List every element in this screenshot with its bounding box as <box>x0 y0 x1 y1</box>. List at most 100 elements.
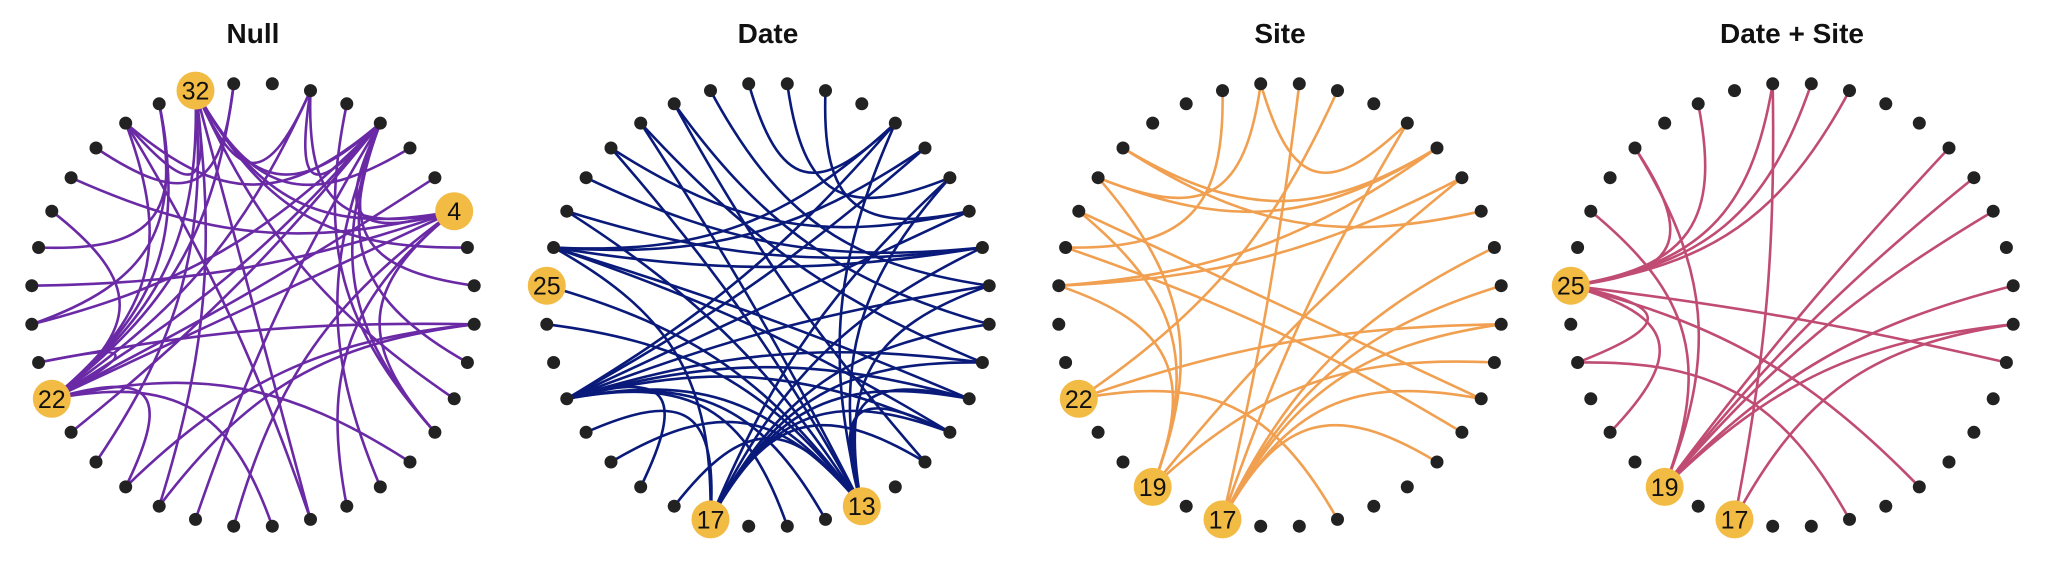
panel-null: Null 4 32 22 <box>25 18 481 533</box>
hub-node <box>435 192 474 231</box>
edge <box>1569 102 1707 287</box>
edge <box>1077 323 1503 401</box>
node <box>634 480 648 494</box>
edge <box>30 209 456 287</box>
edge <box>1057 176 1464 287</box>
edge <box>157 89 208 508</box>
edge <box>552 246 984 269</box>
node <box>1331 512 1344 526</box>
node <box>943 171 957 185</box>
node <box>467 317 481 331</box>
hub-node <box>1059 379 1098 418</box>
node <box>64 171 78 185</box>
hub-node <box>691 500 730 539</box>
node <box>1474 204 1488 218</box>
edge <box>1569 89 1851 287</box>
node <box>962 392 976 406</box>
node <box>1766 519 1780 533</box>
hub-node <box>842 487 881 526</box>
node <box>1179 97 1193 111</box>
edge <box>1589 209 1690 489</box>
hub-node <box>32 379 71 418</box>
edge <box>37 322 476 364</box>
node <box>1494 279 1508 293</box>
node <box>1367 97 1381 111</box>
edge <box>565 385 666 489</box>
edge <box>232 209 456 528</box>
edge <box>1221 323 1503 521</box>
node <box>1430 455 1444 469</box>
node <box>634 116 648 130</box>
edge <box>1096 176 1183 489</box>
panel-title-date-site: Date + Site <box>1720 18 1864 49</box>
edge <box>565 284 991 401</box>
edge <box>672 102 991 326</box>
edge <box>50 390 274 528</box>
node <box>1216 84 1229 98</box>
node <box>227 77 241 91</box>
node <box>1571 241 1585 254</box>
node <box>373 480 387 494</box>
node <box>304 84 317 98</box>
node <box>1331 84 1344 98</box>
node <box>25 279 39 293</box>
edge <box>1569 82 1774 287</box>
node <box>152 499 166 513</box>
node <box>982 279 996 293</box>
hub-node <box>1715 500 1754 539</box>
node <box>1967 171 1981 185</box>
node <box>1292 519 1306 533</box>
nodes-null: 4 32 22 <box>25 71 481 533</box>
edge <box>545 323 864 508</box>
hub-node <box>1133 467 1172 506</box>
edge <box>1569 284 2008 364</box>
edge <box>333 102 437 434</box>
panel-title-site: Site <box>1254 18 1305 49</box>
node <box>982 317 996 331</box>
edge <box>94 89 200 464</box>
node <box>1571 356 1585 369</box>
node <box>943 425 957 439</box>
hub-node <box>527 266 566 305</box>
hub-node <box>176 71 215 110</box>
node <box>340 97 354 111</box>
edge <box>1064 246 1464 434</box>
edge <box>1663 284 2015 489</box>
node <box>1254 77 1268 91</box>
node <box>460 241 474 254</box>
node <box>604 455 618 469</box>
node <box>1804 519 1818 533</box>
node <box>1292 77 1306 91</box>
edge <box>853 284 991 508</box>
node <box>189 512 202 526</box>
node <box>742 519 756 533</box>
hub-label: 25 <box>1557 273 1585 301</box>
edge <box>308 89 456 221</box>
node <box>780 77 794 91</box>
edge <box>50 176 437 401</box>
edge <box>124 323 476 489</box>
node <box>227 519 241 533</box>
node <box>1967 425 1981 439</box>
node <box>1999 356 2013 369</box>
panel-date-site: Date + Site 17 19 25 <box>1551 18 2020 539</box>
hub-node <box>1551 266 1590 305</box>
hub-label: 17 <box>1209 506 1237 534</box>
node <box>152 97 166 111</box>
node <box>1999 241 2013 254</box>
node <box>32 241 46 254</box>
edge <box>1221 246 1496 521</box>
node <box>1072 204 1086 218</box>
edge <box>194 89 312 521</box>
node <box>1487 356 1501 369</box>
node <box>1494 317 1508 331</box>
node <box>1091 171 1105 185</box>
node <box>25 317 39 331</box>
edge <box>50 89 198 401</box>
node <box>1564 317 1578 331</box>
edge <box>552 246 712 521</box>
node <box>1628 141 1642 155</box>
edges-date <box>545 82 991 528</box>
edge <box>565 389 827 521</box>
node <box>89 455 103 469</box>
